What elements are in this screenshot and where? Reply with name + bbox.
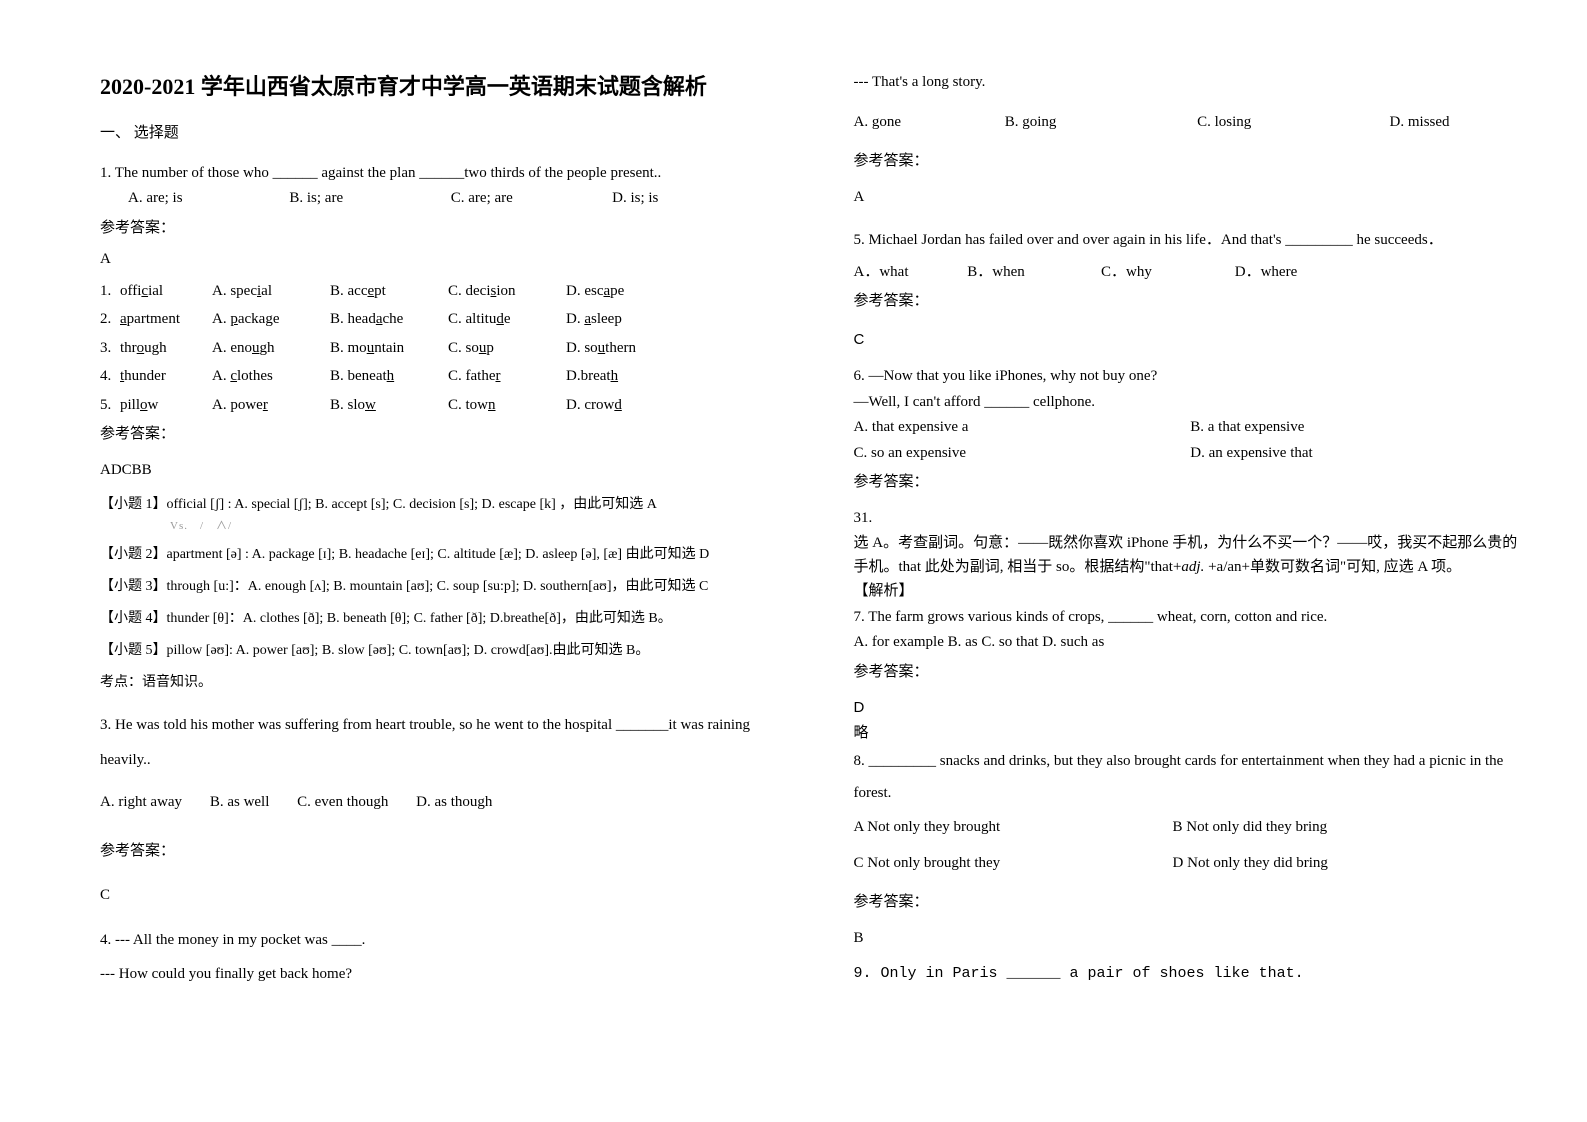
question-1: 1. The number of those who ______ agains… [100, 161, 774, 273]
q4-answer: A [854, 185, 1528, 211]
q8-opt-d: D Not only they did bring [1173, 851, 1527, 877]
q5-answer: C [854, 327, 1528, 353]
right-column: --- That's a long story. A. gone B. goin… [824, 70, 1528, 1082]
q8-opt-b: B Not only did they bring [1173, 815, 1527, 841]
q1-opt-d: D. is; is [612, 186, 773, 212]
q3-answer: C [100, 878, 774, 913]
q1-answer-label: 参考答案： [100, 216, 774, 242]
q7-answer: D [854, 695, 1528, 721]
q8-options-row2: C Not only brought they D Not only they … [854, 851, 1528, 877]
q8-answer: B [854, 926, 1528, 952]
left-column: 2020-2021 学年山西省太原市育才中学高一英语期末试题含解析 一、 选择题… [100, 70, 824, 1082]
q6-explain-1: 选 A。考查副词。句意：——既然你喜欢 iPhone 手机，为什么不买一个？——… [854, 531, 1528, 579]
q4-opt-b: B. going [1005, 110, 1197, 136]
q3-options: A. right away B. as well C. even though … [100, 785, 774, 820]
exam-title: 2020-2021 学年山西省太原市育才中学高一英语期末试题含解析 [100, 70, 774, 103]
phon-row-5: 5.pillowA. powerB. slowC. townD. crowd [100, 393, 774, 419]
q3-opt-d: D. as though [416, 794, 492, 810]
exam-page: 2020-2021 学年山西省太原市育才中学高一英语期末试题含解析 一、 选择题… [0, 0, 1587, 1122]
q1-stem: 1. The number of those who ______ agains… [100, 161, 774, 187]
phon-note: 考点：语音知识。 [100, 671, 774, 695]
q6-line1: 6. —Now that you like iPhones, why not b… [854, 364, 1528, 390]
q3-opt-b: B. as well [210, 794, 270, 810]
phon-answer: ADCBB [100, 458, 774, 484]
q1-answer: A [100, 247, 774, 273]
q7-omit: 略 [854, 721, 1528, 747]
q8-opt-c: C Not only brought they [854, 851, 1173, 877]
phon-explain-5: 【小题 5】pillow [əʊ]: A. power [aʊ]; B. slo… [100, 639, 774, 663]
section-1-heading: 一、 选择题 [100, 121, 774, 147]
q6-options: A. that expensive a C. so an expensive B… [854, 415, 1528, 466]
q5-opt-b: B．when [967, 260, 1097, 286]
q4-answer-label: 参考答案： [854, 149, 1528, 175]
q3-stem: 3. He was told his mother was suffering … [100, 708, 774, 777]
q8-options-row1: A Not only they brought B Not only did t… [854, 815, 1528, 841]
phon-row-3: 3.throughA. enoughB. mountainC. soupD. s… [100, 336, 774, 362]
q8-opt-a: A Not only they brought [854, 815, 1173, 841]
q1-opt-b: B. is; are [289, 186, 450, 212]
q7-options: A. for example B. as C. so that D. such … [854, 630, 1528, 656]
q5-opt-d: D．where [1235, 260, 1297, 286]
q1-options: A. are; is B. is; are C. are; are D. is;… [100, 186, 774, 212]
q6-opt-c: C. so an expensive [854, 441, 1191, 467]
q4-opt-a: A. gone [854, 110, 1005, 136]
q4-opt-c: C. losing [1197, 110, 1389, 136]
q6-answer-label: 参考答案： [854, 470, 1528, 496]
q3-opt-c: C. even though [297, 794, 388, 810]
question-3: 3. He was told his mother was suffering … [100, 708, 774, 913]
q6-line2: —Well, I can't afford ______ cellphone. [854, 390, 1528, 416]
phon-row-4: 4.thunderA. clothesB. beneathC. fatherD.… [100, 364, 774, 390]
phon-explain-1: 【小题 1】official [ʃ] : A. special [ʃ]; B. … [100, 493, 774, 535]
q3-answer-label: 参考答案： [100, 834, 774, 869]
q5-stem: 5. Michael Jordan has failed over and ov… [854, 228, 1528, 254]
q8-answer-label: 参考答案： [854, 890, 1528, 916]
phon-row-1: 1.officialA. specialB. acceptC. decision… [100, 279, 774, 305]
q4-opt-d: D. missed [1390, 110, 1527, 136]
phonetics-block: 1.officialA. specialB. acceptC. decision… [100, 279, 774, 419]
phon-row-2: 2.apartmentA. packageB. headacheC. altit… [100, 307, 774, 333]
q5-opt-c: C．why [1101, 260, 1231, 286]
q1-opt-c: C. are; are [451, 186, 612, 212]
q8-stem: 8. _________ snacks and drinks, but they… [854, 746, 1528, 809]
q4-line2: --- How could you finally get back home? [100, 957, 774, 992]
phon-answer-label: 参考答案： [100, 422, 774, 448]
q3-opt-a: A. right away [100, 794, 182, 810]
q6-opt-a: A. that expensive a [854, 415, 1191, 441]
q9-stem: 9. Only in Paris ______ a pair of shoes … [854, 961, 1528, 987]
q5-options: A．what B．when C．why D．where [854, 260, 1528, 286]
q1-opt-a: A. are; is [128, 186, 289, 212]
annotation-mark: Vs. / ∧/ [170, 517, 774, 536]
q6-explain-2: 【解析】 [854, 579, 1528, 605]
q6-opt-d: D. an expensive that [1190, 441, 1527, 467]
phon-explain-2: 【小题 2】apartment [ə] : A. package [ɪ]; B.… [100, 543, 774, 567]
q5-answer-label: 参考答案： [854, 289, 1528, 315]
phon-explain-4: 【小题 4】thunder [θ]：A. clothes [ð]; B. ben… [100, 607, 774, 631]
q4-line1: 4. --- All the money in my pocket was __… [100, 923, 774, 958]
q7-stem: 7. The farm grows various kinds of crops… [854, 605, 1528, 631]
phon-explain-3: 【小题 3】through [u:]：A. enough [ʌ]; B. mou… [100, 575, 774, 599]
q6-opt-b: B. a that expensive [1190, 415, 1527, 441]
q5-opt-a: A．what [854, 260, 964, 286]
q4-options: A. gone B. going C. losing D. missed [854, 110, 1528, 136]
q7-answer-label: 参考答案： [854, 660, 1528, 686]
question-4: 4. --- All the money in my pocket was __… [100, 923, 774, 992]
q4-line3: --- That's a long story. [854, 70, 1528, 96]
q6-num: 31. [854, 506, 1528, 532]
